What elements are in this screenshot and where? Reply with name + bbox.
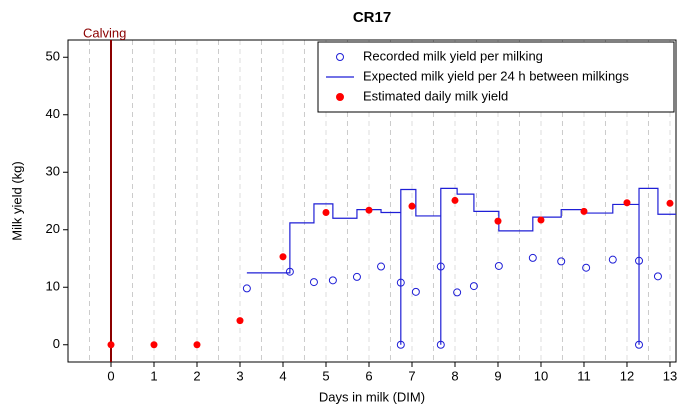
recorded-point xyxy=(411,287,420,296)
legend-box xyxy=(317,41,675,113)
y-tick-label: 10 xyxy=(46,279,60,294)
recorded-point xyxy=(242,284,251,293)
annotation: Calving xyxy=(83,25,126,40)
estimated-point xyxy=(279,253,287,261)
estimated-point xyxy=(236,317,244,325)
estimated-point xyxy=(322,209,330,216)
x-tick-label: 0 xyxy=(107,368,114,383)
recorded-point xyxy=(352,272,361,281)
y-tick-label: 0 xyxy=(53,336,60,351)
estimated-point xyxy=(580,207,588,215)
y-tick-label: 20 xyxy=(46,221,60,236)
recorded-point xyxy=(582,263,591,272)
estimated-point xyxy=(666,199,674,207)
recorded-point xyxy=(377,262,386,271)
y-tick-label: 50 xyxy=(46,49,60,64)
recorded-point xyxy=(608,255,617,264)
estimated-point xyxy=(408,202,416,210)
legend-label: Recorded milk yield per milking xyxy=(363,48,543,63)
legend-marker xyxy=(336,93,344,101)
y-tick-label: 40 xyxy=(46,106,60,121)
x-tick-label: 5 xyxy=(322,368,329,383)
x-tick-label: 13 xyxy=(663,368,677,383)
legend-label: Expected milk yield per 24 h between mil… xyxy=(363,68,629,83)
recorded-point xyxy=(328,276,337,285)
x-tick-label: 12 xyxy=(620,368,634,383)
x-tick-label: 1 xyxy=(150,368,157,383)
x-tick-label: 4 xyxy=(279,368,286,383)
estimated-point xyxy=(193,341,201,349)
estimated-point xyxy=(623,199,631,207)
x-tick-label: 2 xyxy=(193,368,200,383)
recorded-point xyxy=(469,282,478,291)
recorded-point xyxy=(453,288,462,297)
recorded-point xyxy=(653,272,662,281)
x-tick-label: 6 xyxy=(365,368,372,383)
y-axis-label: Milk yield (kg) xyxy=(9,161,24,240)
x-axis-label: Days in milk (DIM) xyxy=(319,389,425,404)
chart-title: CR17 xyxy=(353,9,391,26)
x-tick-label: 7 xyxy=(408,368,415,383)
estimated-point xyxy=(150,341,158,349)
x-tick-label: 8 xyxy=(451,368,458,383)
recorded-point xyxy=(494,261,503,270)
estimated-point xyxy=(107,341,115,349)
x-tick-label: 9 xyxy=(494,368,501,383)
recorded-point xyxy=(528,253,537,262)
recorded-point xyxy=(557,257,566,266)
x-tick-label: 11 xyxy=(577,368,591,383)
estimated-point xyxy=(494,217,502,225)
recorded-point xyxy=(309,278,318,287)
plot-frame xyxy=(67,39,677,363)
legend-label: Estimated daily milk yield xyxy=(363,88,508,103)
legend-marker xyxy=(336,53,344,61)
x-tick-label: 3 xyxy=(236,368,243,383)
estimated-point xyxy=(537,216,545,224)
estimated-point xyxy=(365,206,373,214)
estimated-point xyxy=(451,196,459,204)
x-tick-label: 10 xyxy=(534,368,548,383)
expected-line xyxy=(246,187,676,345)
y-tick-label: 30 xyxy=(46,164,60,179)
